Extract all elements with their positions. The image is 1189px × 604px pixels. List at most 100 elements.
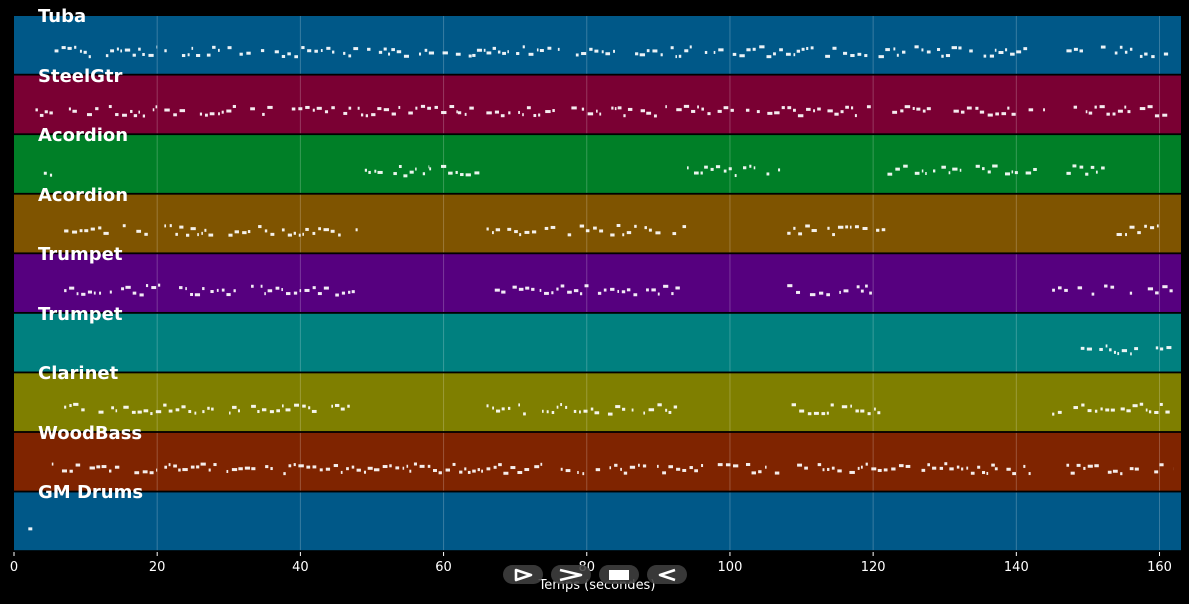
- note: [218, 112, 220, 116]
- note: [998, 51, 1004, 55]
- note: [190, 465, 195, 469]
- note: [596, 109, 598, 113]
- note: [616, 223, 621, 227]
- track-band: [14, 432, 1181, 491]
- note: [507, 227, 512, 231]
- note: [293, 463, 296, 467]
- note: [891, 467, 896, 471]
- x-tick-label: 60: [435, 560, 452, 575]
- note: [486, 467, 491, 471]
- note: [635, 52, 639, 56]
- note: [424, 48, 428, 52]
- note: [732, 52, 737, 56]
- note: [173, 113, 177, 117]
- note: [766, 172, 770, 176]
- note: [1052, 412, 1055, 416]
- note: [682, 468, 687, 472]
- note: [1124, 105, 1127, 109]
- note: [507, 50, 509, 54]
- note: [723, 169, 727, 173]
- note: [90, 227, 95, 231]
- note: [178, 468, 181, 472]
- note: [813, 411, 819, 415]
- play-button[interactable]: [503, 565, 543, 584]
- note: [68, 107, 71, 111]
- note: [61, 469, 68, 473]
- note: [860, 409, 865, 413]
- note: [429, 167, 432, 171]
- x-tick-label: 40: [292, 560, 309, 575]
- note: [952, 167, 958, 171]
- note: [204, 228, 207, 232]
- track-label: WoodBass: [38, 422, 143, 444]
- note: [1043, 108, 1045, 112]
- note: [179, 225, 184, 229]
- note: [678, 54, 682, 58]
- note: [360, 113, 364, 117]
- note: [156, 45, 158, 49]
- note: [614, 463, 618, 467]
- note: [348, 290, 351, 294]
- note: [614, 107, 617, 111]
- note: [948, 171, 951, 175]
- note: [587, 112, 594, 116]
- note: [247, 230, 251, 234]
- note: [887, 172, 893, 176]
- note: [188, 410, 192, 414]
- note: [155, 410, 162, 414]
- note: [495, 228, 501, 232]
- note: [383, 108, 390, 112]
- stop-button[interactable]: [599, 565, 639, 584]
- note: [434, 105, 438, 109]
- note: [69, 286, 75, 290]
- note: [442, 51, 448, 55]
- note: [898, 464, 904, 468]
- note: [668, 465, 674, 469]
- rewind-button[interactable]: [647, 565, 687, 584]
- note: [332, 50, 335, 54]
- fast-forward-button[interactable]: [551, 565, 591, 584]
- note: [839, 290, 841, 294]
- note: [125, 285, 131, 289]
- note: [1147, 287, 1154, 291]
- note: [39, 113, 44, 117]
- note: [953, 109, 959, 113]
- note: [351, 290, 355, 294]
- note: [589, 47, 593, 51]
- note: [524, 468, 530, 472]
- track-band: [14, 194, 1181, 253]
- note: [237, 409, 240, 413]
- note: [287, 52, 291, 56]
- note: [474, 171, 480, 175]
- note: [902, 50, 906, 54]
- note: [767, 111, 773, 115]
- note: [896, 53, 899, 57]
- note: [138, 47, 141, 51]
- note: [239, 52, 243, 56]
- note: [945, 54, 951, 58]
- x-tick-label: 100: [717, 560, 743, 575]
- note: [672, 232, 677, 236]
- note: [843, 289, 849, 293]
- note: [723, 106, 729, 110]
- note: [1139, 107, 1146, 111]
- note: [941, 54, 944, 58]
- note: [1147, 105, 1153, 109]
- note: [264, 292, 266, 296]
- note: [298, 107, 303, 111]
- note: [307, 49, 312, 53]
- note: [1104, 284, 1108, 288]
- note: [209, 112, 215, 116]
- note: [921, 169, 924, 173]
- note: [363, 470, 367, 474]
- note: [1105, 344, 1108, 348]
- note: [542, 409, 544, 413]
- note: [472, 469, 476, 473]
- note: [1023, 464, 1026, 468]
- note: [605, 52, 611, 56]
- note: [610, 233, 615, 237]
- note: [514, 230, 518, 234]
- note: [944, 462, 948, 466]
- note: [1005, 48, 1008, 52]
- note: [265, 465, 269, 469]
